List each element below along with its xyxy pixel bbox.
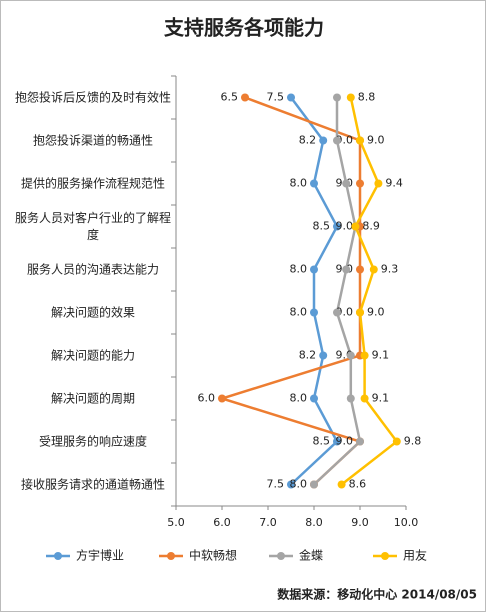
point [333, 136, 341, 145]
point [346, 394, 355, 403]
category-label: 服务人员对客户行业的了解程度 [14, 210, 171, 242]
category-label: 抱怨投诉渠道的畅通性 [32, 133, 153, 147]
data-label: 9.4 [385, 177, 403, 190]
x-tick-label: 6.0 [213, 516, 231, 529]
point [356, 136, 364, 145]
data-label: 9.8 [404, 435, 422, 448]
category-label: 解决问题的效果 [50, 305, 135, 319]
point [333, 222, 341, 231]
point [333, 93, 341, 102]
data-label: 8.0 [290, 263, 308, 276]
x-tick-label: 9.0 [351, 516, 369, 529]
category-label: 抱怨投诉后反馈的及时有效性 [14, 90, 171, 104]
data-label: 9.0 [336, 220, 354, 233]
data-label: 9.0 [367, 134, 385, 147]
category-label: 服务人员的沟通表达能力 [26, 262, 159, 276]
point [360, 351, 369, 360]
series-line [217, 96, 363, 486]
point [218, 394, 226, 403]
data-label: 9.1 [372, 392, 390, 405]
point [351, 222, 360, 231]
data-label: 8.0 [290, 306, 308, 319]
point [337, 480, 346, 489]
data-label: 6.0 [198, 392, 216, 405]
series-line [340, 97, 399, 486]
legend-marker [167, 552, 175, 560]
point [319, 351, 328, 360]
point [346, 93, 355, 102]
point [310, 308, 318, 317]
legend-label: 中软畅想 [189, 548, 237, 563]
data-label: 7.5 [267, 478, 285, 491]
x-tick-label: 8.0 [305, 516, 323, 529]
data-label: 8.0 [290, 177, 308, 190]
point [356, 265, 364, 274]
data-label: 7.5 [267, 91, 285, 104]
category-label: 接收服务请求的通道畅通性 [20, 477, 165, 491]
point [392, 437, 401, 446]
data-label: 9.3 [381, 263, 399, 276]
data-label: 8.2 [299, 349, 317, 362]
data-label: 9.1 [372, 349, 390, 362]
point [342, 179, 351, 188]
data-label: 8.0 [290, 392, 308, 405]
point [287, 480, 295, 489]
data-label: 8.9 [362, 220, 380, 233]
series-line [289, 96, 339, 486]
legend-marker [54, 552, 62, 560]
point [310, 394, 318, 403]
x-tick-label: 10.0 [394, 516, 419, 529]
data-label: 8.6 [349, 478, 367, 491]
point [310, 179, 318, 188]
data-label: 8.8 [358, 91, 376, 104]
x-tick-label: 7.0 [259, 516, 277, 529]
point [310, 265, 318, 274]
point [333, 308, 341, 317]
point [356, 437, 364, 446]
legend-label: 方宇博业 [76, 548, 124, 563]
point [333, 437, 341, 446]
data-label: 8.2 [299, 134, 317, 147]
legend-marker [277, 552, 285, 560]
point [310, 480, 318, 489]
x-tick-label: 5.0 [167, 516, 185, 529]
point [319, 136, 328, 145]
point [356, 308, 364, 317]
category-label: 解决问题的周期 [50, 391, 135, 405]
data-label: 8.5 [313, 435, 331, 448]
point [342, 265, 351, 274]
point [356, 179, 364, 188]
chart-title: 支持服务各项能力 [164, 16, 324, 40]
data-label: 8.0 [290, 478, 308, 491]
point [287, 93, 295, 102]
category-label: 提供的服务操作流程规范性 [20, 176, 165, 190]
legend-label: 金蝶 [299, 548, 323, 563]
legend-marker [381, 552, 389, 560]
data-label: 9.0 [336, 435, 354, 448]
point [374, 179, 383, 188]
point [346, 351, 355, 360]
category-label: 受理服务的响应速度 [38, 434, 147, 448]
point [369, 265, 378, 274]
data-label: 6.5 [221, 91, 239, 104]
series-line [313, 97, 362, 486]
category-label: 解决问题的能力 [50, 348, 135, 362]
point [360, 394, 369, 403]
data-label: 9.0 [367, 306, 385, 319]
point [241, 93, 249, 102]
source: 数据来源：移动化中心 2014/08/05 [277, 587, 477, 602]
legend-label: 用友 [403, 549, 427, 563]
data-label: 8.5 [313, 220, 331, 233]
